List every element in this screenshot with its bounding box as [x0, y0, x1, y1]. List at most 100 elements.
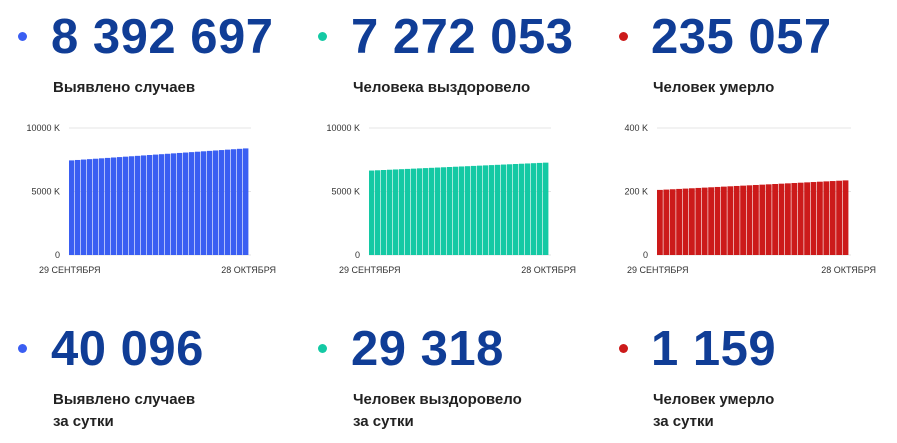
chart-bar — [537, 162, 543, 255]
chart-bar — [778, 183, 785, 255]
chart-bar — [165, 153, 171, 255]
chart-bar — [759, 184, 766, 255]
chart-bar — [243, 148, 249, 255]
chart-bar — [823, 181, 830, 255]
chart-bar — [381, 170, 387, 255]
bullet-dot-icon — [18, 32, 27, 41]
chart-bar — [682, 188, 689, 255]
chart-bar — [746, 185, 753, 255]
chart-bar — [201, 151, 207, 255]
daily-deaths-label-suffix: за сутки — [653, 413, 714, 430]
chart-bar — [429, 167, 435, 255]
chart-bar — [531, 163, 537, 255]
bullet-dot-icon — [619, 344, 628, 353]
chart-bar — [177, 152, 183, 255]
chart-bar — [411, 168, 417, 255]
chart-bar — [405, 168, 411, 255]
x-end-label: 28 ОКТЯБРЯ — [821, 265, 876, 275]
daily-cases-label: Выявлено случаев — [53, 391, 196, 408]
total-recovered-label: Человека выздоровело — [353, 79, 531, 96]
chart-bar — [669, 189, 676, 255]
chart-bar — [369, 170, 375, 255]
chart-bar — [159, 154, 165, 255]
y-tick-label: 0 — [643, 250, 648, 260]
y-tick-label: 10000 K — [26, 123, 60, 133]
bullet-dot-icon — [318, 344, 327, 353]
chart-deaths: 0 200 K 400 K 29 СЕНТЯБРЯ 28 ОКТЯБРЯ — [624, 123, 876, 275]
chart-bar — [441, 167, 447, 255]
chart-bar — [459, 166, 465, 255]
chart-bar — [804, 182, 810, 255]
x-start-label: 29 СЕНТЯБРЯ — [339, 265, 401, 275]
chart-bar — [785, 183, 791, 255]
chart-bar — [171, 153, 177, 255]
chart-bar — [471, 165, 477, 255]
chart-bar — [69, 160, 75, 255]
chart-bar — [733, 185, 740, 255]
x-start-label: 29 СЕНТЯБРЯ — [39, 265, 101, 275]
chart-bar — [375, 170, 381, 255]
chart-bar — [829, 181, 836, 255]
chart-bar — [231, 149, 237, 255]
chart-bar — [423, 168, 429, 255]
chart-bar — [525, 163, 531, 255]
chart-bar — [387, 169, 393, 255]
chart-bar — [219, 150, 225, 255]
chart-bar — [183, 152, 189, 255]
daily-cases-label-suffix: за сутки — [53, 413, 114, 430]
chart-bar — [727, 186, 734, 255]
chart-bar — [141, 155, 147, 255]
chart-bar — [714, 186, 721, 255]
daily-cases-value: 40 096 — [51, 322, 204, 376]
chart-bar — [695, 187, 702, 255]
chart-bar — [111, 157, 117, 255]
chart-bar — [81, 159, 87, 255]
chart-bar — [105, 157, 111, 255]
chart-bar — [237, 148, 243, 255]
y-tick-label: 5000 K — [31, 187, 60, 197]
bullet-dot-icon — [619, 32, 628, 41]
chart-bar — [483, 165, 489, 255]
daily-deaths-label: Человек умерло — [653, 391, 775, 408]
chart-bar — [129, 156, 135, 255]
chart-bar — [465, 166, 471, 255]
chart-bar — [657, 189, 663, 255]
bullet-dot-icon — [18, 344, 27, 353]
chart-recovered: 0 5000 K 10000 K 29 СЕНТЯБРЯ 28 ОКТЯБРЯ — [326, 123, 576, 275]
chart-bar — [399, 169, 405, 255]
daily-recovered-value: 29 318 — [351, 322, 504, 376]
y-tick-label: 0 — [55, 250, 60, 260]
chart-bar — [393, 169, 399, 255]
chart-bar — [117, 157, 123, 255]
chart-bar — [489, 165, 495, 255]
chart-bar — [75, 159, 81, 255]
chart-bar — [195, 151, 201, 255]
chart-bar — [417, 168, 423, 255]
chart-bar — [797, 182, 804, 255]
y-tick-label: 10000 K — [326, 123, 360, 133]
daily-recovered-label: Человек выздоровело — [353, 391, 522, 408]
total-cases-label: Выявлено случаев — [53, 79, 196, 96]
chart-cases: 0 5000 K 10000 K 29 СЕНТЯБРЯ 28 ОКТЯБРЯ — [26, 123, 276, 275]
chart-bar — [225, 149, 231, 255]
chart-bar — [543, 162, 549, 255]
chart-bar — [810, 182, 817, 255]
total-cases-value: 8 392 697 — [51, 10, 274, 64]
chart-bar — [513, 164, 519, 255]
chart-bar — [721, 186, 727, 255]
x-end-label: 28 ОКТЯБРЯ — [521, 265, 576, 275]
chart-bar — [740, 185, 746, 255]
chart-bar — [817, 181, 823, 255]
chart-bar — [507, 164, 513, 255]
chart-bar — [791, 183, 798, 255]
chart-bar — [447, 167, 453, 255]
chart-bar — [495, 164, 501, 255]
chart-bar — [772, 184, 778, 255]
daily-deaths-value: 1 159 — [651, 322, 777, 376]
chart-bar — [501, 164, 507, 255]
total-deaths-label: Человек умерло — [653, 79, 775, 96]
chart-bar — [207, 150, 213, 255]
chart-bar — [213, 150, 219, 255]
chart-bar — [842, 180, 849, 255]
chart-bar — [189, 152, 195, 255]
